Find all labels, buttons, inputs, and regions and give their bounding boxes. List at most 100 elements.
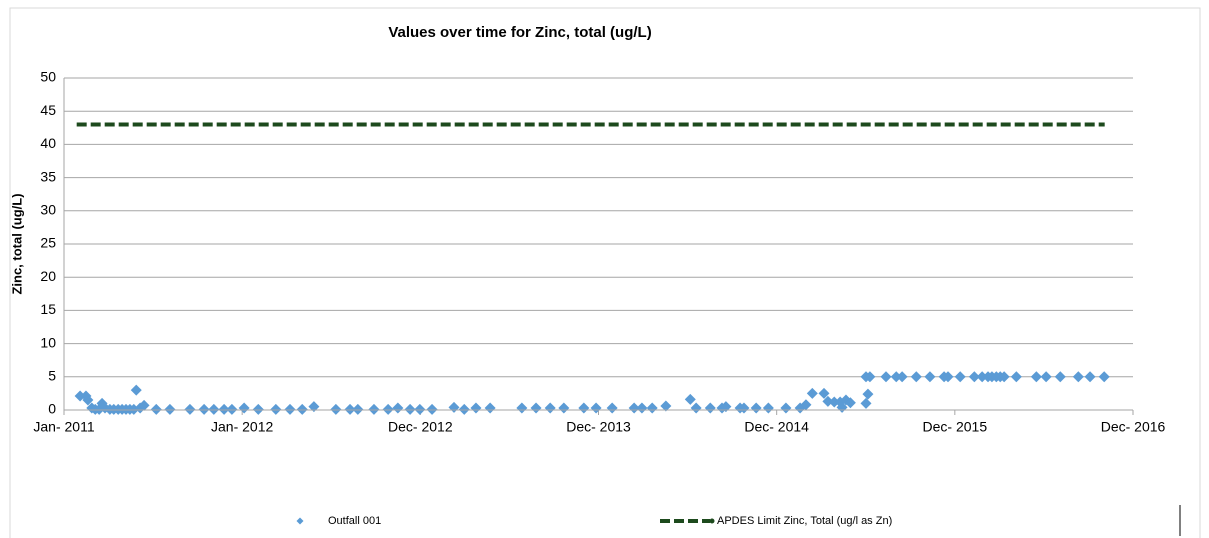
data-point xyxy=(198,403,210,415)
data-point xyxy=(284,403,296,415)
data-point xyxy=(252,403,264,415)
legend-label: APDES Limit Zinc, Total (ug/l as Zn) xyxy=(717,515,892,527)
data-point xyxy=(968,371,980,383)
y-tick-label: 5 xyxy=(48,368,56,384)
data-point xyxy=(208,403,220,415)
data-point xyxy=(828,396,840,408)
data-point xyxy=(184,403,196,415)
y-tick-label: 15 xyxy=(40,301,56,317)
data-point xyxy=(270,403,282,415)
data-point xyxy=(890,371,902,383)
data-point xyxy=(352,403,364,415)
data-point xyxy=(628,402,640,414)
data-point xyxy=(660,400,672,412)
y-axis-label: Zinc, total (ug/L) xyxy=(9,193,24,294)
data-point xyxy=(218,403,230,415)
y-tick-label: 40 xyxy=(40,135,56,151)
data-point xyxy=(530,402,542,414)
data-point xyxy=(684,393,696,405)
data-point xyxy=(704,402,716,414)
data-point xyxy=(806,387,818,399)
data-point xyxy=(1084,371,1096,383)
x-tick-label: Dec- 2015 xyxy=(923,419,988,435)
data-point xyxy=(750,402,762,414)
data-point xyxy=(800,399,812,411)
y-tick-label: 30 xyxy=(40,202,56,218)
data-point xyxy=(910,371,922,383)
data-point xyxy=(558,402,570,414)
data-point xyxy=(1010,371,1022,383)
data-point xyxy=(74,390,86,402)
x-tick-label: Dec- 2013 xyxy=(566,419,631,435)
data-point xyxy=(82,394,94,406)
data-point xyxy=(1054,371,1066,383)
data-point xyxy=(998,371,1010,383)
data-point xyxy=(590,402,602,414)
data-point xyxy=(924,371,936,383)
data-point xyxy=(780,402,792,414)
data-point xyxy=(382,403,394,415)
data-point xyxy=(976,371,988,383)
y-tick-label: 50 xyxy=(40,69,56,85)
data-point xyxy=(448,401,460,413)
data-point xyxy=(458,403,470,415)
data-point xyxy=(864,371,876,383)
data-point xyxy=(404,403,416,415)
y-tick-label: 35 xyxy=(40,168,56,184)
legend-marker xyxy=(296,517,304,525)
data-point xyxy=(942,371,954,383)
data-point xyxy=(720,401,732,413)
x-tick-label: Dec- 2012 xyxy=(388,419,453,435)
data-point xyxy=(226,403,238,415)
y-tick-label: 10 xyxy=(40,334,56,350)
y-tick-label: 20 xyxy=(40,268,56,284)
x-tick-label: Dec- 2014 xyxy=(744,419,809,435)
y-tick-label: 25 xyxy=(40,235,56,251)
data-point xyxy=(880,371,892,383)
data-point xyxy=(646,402,658,414)
data-point xyxy=(636,402,648,414)
data-point xyxy=(954,371,966,383)
data-point xyxy=(150,403,162,415)
data-point xyxy=(238,402,250,414)
data-point xyxy=(896,371,908,383)
data-point xyxy=(690,402,702,414)
x-tick-label: Jan- 2012 xyxy=(211,419,273,435)
data-point xyxy=(470,402,482,414)
data-point xyxy=(738,402,750,414)
data-point xyxy=(484,402,496,414)
chart-title: Values over time for Zinc, total (ug/L) xyxy=(388,24,651,41)
x-tick-label: Jan- 2011 xyxy=(33,419,94,435)
x-tick-label: Dec- 2016 xyxy=(1101,419,1166,435)
data-point xyxy=(818,387,830,399)
data-point xyxy=(1040,371,1052,383)
data-point xyxy=(414,403,426,415)
data-point xyxy=(862,388,874,400)
y-tick-label: 45 xyxy=(40,102,56,118)
data-point xyxy=(308,401,320,413)
data-point xyxy=(368,403,380,415)
data-point xyxy=(426,403,438,415)
data-point xyxy=(344,403,356,415)
data-point xyxy=(516,402,528,414)
data-point xyxy=(544,402,556,414)
data-point xyxy=(762,402,774,414)
legend-label: Outfall 001 xyxy=(328,515,381,527)
data-point xyxy=(1030,371,1042,383)
chart-border xyxy=(9,7,1201,538)
data-point xyxy=(164,403,176,415)
data-point xyxy=(138,399,150,411)
data-point xyxy=(1098,371,1110,383)
data-point xyxy=(330,403,342,415)
data-point xyxy=(296,403,308,415)
legend-dot xyxy=(709,518,715,524)
data-point xyxy=(578,402,590,414)
data-point xyxy=(1072,371,1084,383)
data-point xyxy=(130,384,142,396)
data-point xyxy=(844,397,856,409)
y-tick-label: 0 xyxy=(48,401,56,417)
data-point xyxy=(860,397,872,409)
data-point xyxy=(392,402,404,414)
data-point xyxy=(822,395,834,407)
